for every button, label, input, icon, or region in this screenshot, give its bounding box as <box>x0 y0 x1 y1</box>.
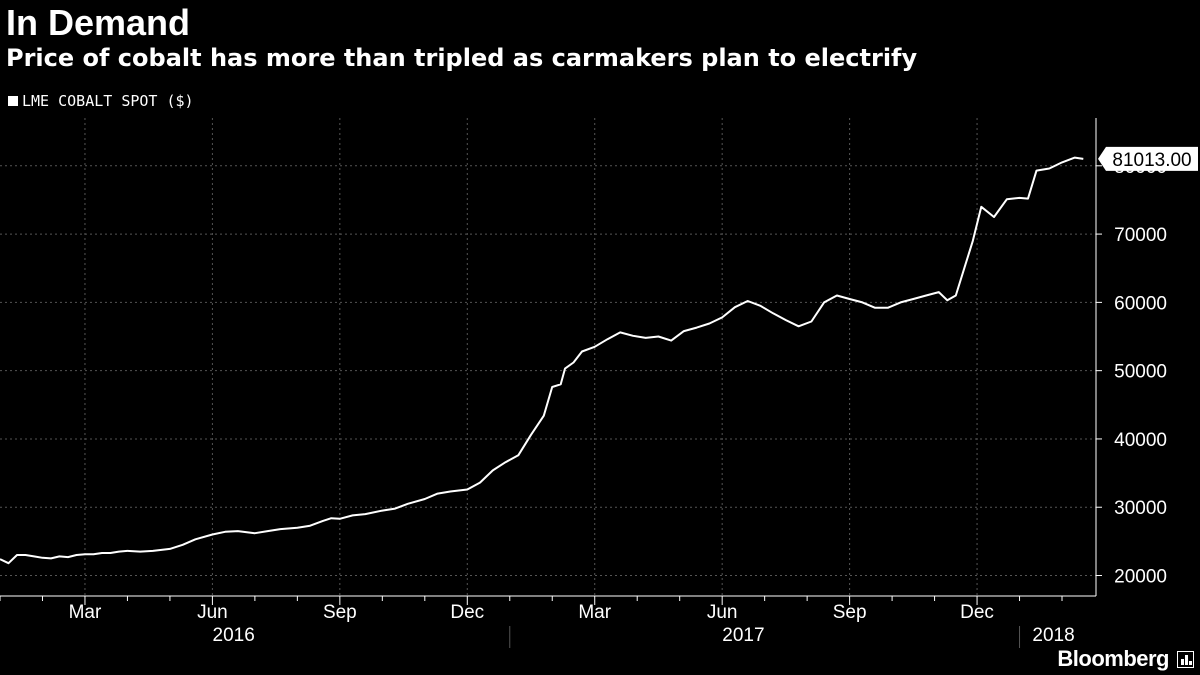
x-tick-label: Mar <box>69 602 102 623</box>
chart-title: In Demand <box>6 2 191 43</box>
y-tick-label: 50000 <box>1114 362 1167 383</box>
y-tick-label: 70000 <box>1114 225 1167 246</box>
chart-badge-icon <box>1177 650 1194 668</box>
x-tick-label: Jun <box>707 602 738 623</box>
bloomberg-logo: Bloomberg <box>1057 646 1194 672</box>
brand-wordmark: Bloomberg <box>1057 646 1169 671</box>
series-line-cobalt <box>0 156 1084 565</box>
x-tick-label: Dec <box>960 602 994 623</box>
y-tick-label: 60000 <box>1114 293 1167 314</box>
y-tick-label: 30000 <box>1114 498 1167 519</box>
x-tick-label: Jun <box>197 602 228 623</box>
legend-label: LME COBALT SPOT ($) <box>22 92 194 110</box>
y-tick-label: 20000 <box>1114 567 1167 588</box>
x-tick-label: Mar <box>578 602 611 623</box>
x-tick-label: Dec <box>450 602 484 623</box>
year-label: 2018 <box>1032 625 1074 646</box>
x-tick-label: Sep <box>323 602 357 623</box>
last-value-label: 81013.00 <box>1112 150 1191 171</box>
year-label: 2016 <box>213 625 255 646</box>
last-value-box <box>1098 146 1198 171</box>
year-label: 2017 <box>722 625 764 646</box>
x-tick-label: Sep <box>833 602 867 623</box>
chart-subtitle: Price of cobalt has more than tripled as… <box>6 44 918 72</box>
legend: LME COBALT SPOT ($) <box>8 92 194 110</box>
legend-swatch <box>8 96 18 106</box>
y-tick-label: 40000 <box>1114 430 1167 451</box>
